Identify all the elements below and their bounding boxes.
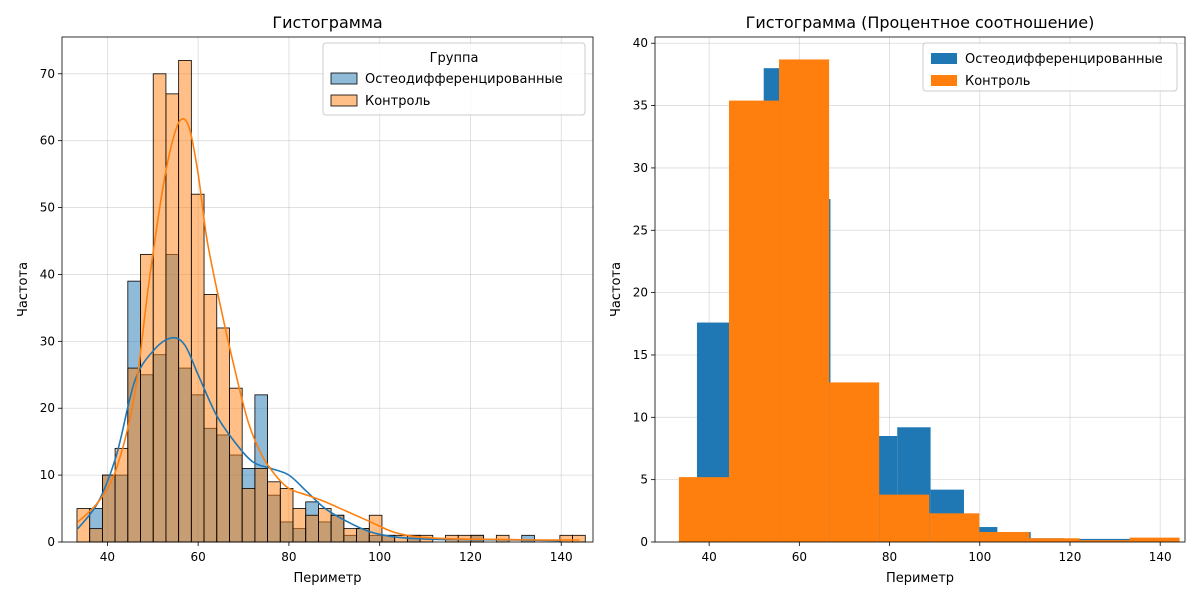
- y-tick-label: 0: [640, 535, 648, 549]
- x-tick-label: 80: [281, 550, 296, 564]
- legend-label: Контроль: [365, 94, 430, 109]
- histogram-panel-right: 40 60 80 100 120 140 0 5 10 15 20 25 30 35 40 Гистограм…: [609, 13, 1186, 586]
- y-tick-label: 30: [40, 334, 55, 348]
- legend-entry: Контроль: [931, 74, 1030, 89]
- y-tick-label: 10: [633, 410, 648, 424]
- y-tick-label: 20: [40, 401, 55, 415]
- y-tick-label: 70: [40, 67, 55, 81]
- histogram-bar: [1029, 538, 1080, 542]
- histogram-bar: [318, 508, 332, 543]
- histogram-bar: [559, 534, 573, 543]
- histogram-bar: [216, 327, 230, 543]
- x-axis-label: Периметр: [293, 571, 361, 586]
- histogram-bar: [929, 513, 980, 542]
- histogram-bar: [254, 468, 268, 543]
- y-tick-label: 40: [633, 36, 648, 50]
- histogram-bar: [1079, 540, 1130, 542]
- histogram-bar: [292, 508, 307, 543]
- histogram-bar: [728, 100, 780, 542]
- histogram-bar: [678, 477, 729, 542]
- histogram-bar: [779, 59, 830, 542]
- x-tick-label: 140: [550, 550, 573, 564]
- y-tick-label: 0: [47, 535, 55, 549]
- histogram-bar: [178, 60, 192, 543]
- plot-frame: [61, 36, 594, 543]
- legend-entry: Остеодифференцированные: [931, 52, 1163, 67]
- x-tick-label: 40: [701, 550, 716, 564]
- legend-box: [322, 42, 586, 116]
- histogram-bar: [979, 532, 1030, 542]
- x-tick-label: 100: [968, 550, 991, 564]
- histogram-bar: [241, 488, 256, 543]
- histogram-bar: [267, 481, 281, 543]
- x-tick-label: 60: [792, 550, 807, 564]
- chart-title: Гистограмма (Процентное соотношение): [746, 13, 1095, 32]
- y-tick-label: 50: [40, 201, 55, 215]
- legend-entry: Контроль: [330, 94, 430, 109]
- y-tick-label: 20: [633, 286, 648, 300]
- y-tick-label: 40: [40, 267, 55, 281]
- histogram-bar: [879, 494, 930, 542]
- histogram-bar: [279, 488, 294, 543]
- legend: Группа Остеодифференцированные Контроль: [322, 42, 586, 116]
- x-tick-label: 80: [882, 550, 897, 564]
- legend: Остеодифференцированные Контроль: [922, 42, 1178, 92]
- legend-label: Контроль: [965, 74, 1030, 89]
- y-tick-label: 15: [633, 348, 648, 362]
- histogram-bar: [305, 514, 319, 543]
- legend-label: Остеодифференцированные: [365, 72, 563, 87]
- x-tick-label: 60: [191, 550, 206, 564]
- y-tick-label: 30: [633, 161, 648, 175]
- legend-title: Группа: [430, 51, 479, 66]
- chart-title: Гистограмма: [272, 13, 382, 32]
- histogram-bar: [343, 528, 357, 543]
- y-axis-label: Частота: [609, 262, 624, 317]
- plot-frame: [654, 36, 1186, 543]
- y-tick-label: 60: [40, 134, 55, 148]
- histogram-bar: [114, 447, 129, 543]
- histogram-panel-left: 40 60 80 100 120 140 0 10 20 30 40 50 60 70 Гистограмм…: [16, 13, 594, 586]
- kde-line-osteo: [77, 336, 562, 542]
- legend-swatch: [931, 53, 957, 64]
- x-tick-label: 120: [1059, 550, 1082, 564]
- legend-entry: Остеодифференцированные: [330, 72, 563, 87]
- histogram-bar: [190, 193, 205, 543]
- x-tick-label: 140: [1149, 550, 1172, 564]
- y-tick-label: 10: [40, 468, 55, 482]
- kde-line-control: [77, 118, 580, 541]
- y-tick-label: 35: [633, 99, 648, 113]
- x-axis-label: Периметр: [886, 571, 954, 586]
- y-axis-label: Частота: [16, 262, 31, 317]
- histogram-bar: [572, 534, 586, 543]
- legend-box: [922, 42, 1178, 92]
- x-tick-label: 100: [368, 550, 391, 564]
- series-control: [76, 60, 586, 543]
- legend-swatch: [330, 94, 358, 107]
- y-tick-label: 5: [640, 473, 648, 487]
- legend-swatch: [931, 75, 957, 86]
- series-control: [678, 59, 1180, 542]
- histogram-bar: [829, 382, 880, 542]
- histogram-bar: [152, 73, 167, 543]
- histogram-bar: [203, 294, 218, 543]
- histogram-bar: [229, 387, 243, 543]
- legend-label: Остеодифференцированные: [965, 52, 1163, 67]
- histogram-bar: [368, 514, 383, 543]
- x-tick-label: 120: [459, 550, 482, 564]
- x-tick-label: 40: [100, 550, 115, 564]
- legend-swatch: [330, 72, 358, 85]
- y-tick-label: 25: [633, 223, 648, 237]
- histogram-bar: [1129, 537, 1180, 542]
- histogram-bar: [89, 528, 103, 543]
